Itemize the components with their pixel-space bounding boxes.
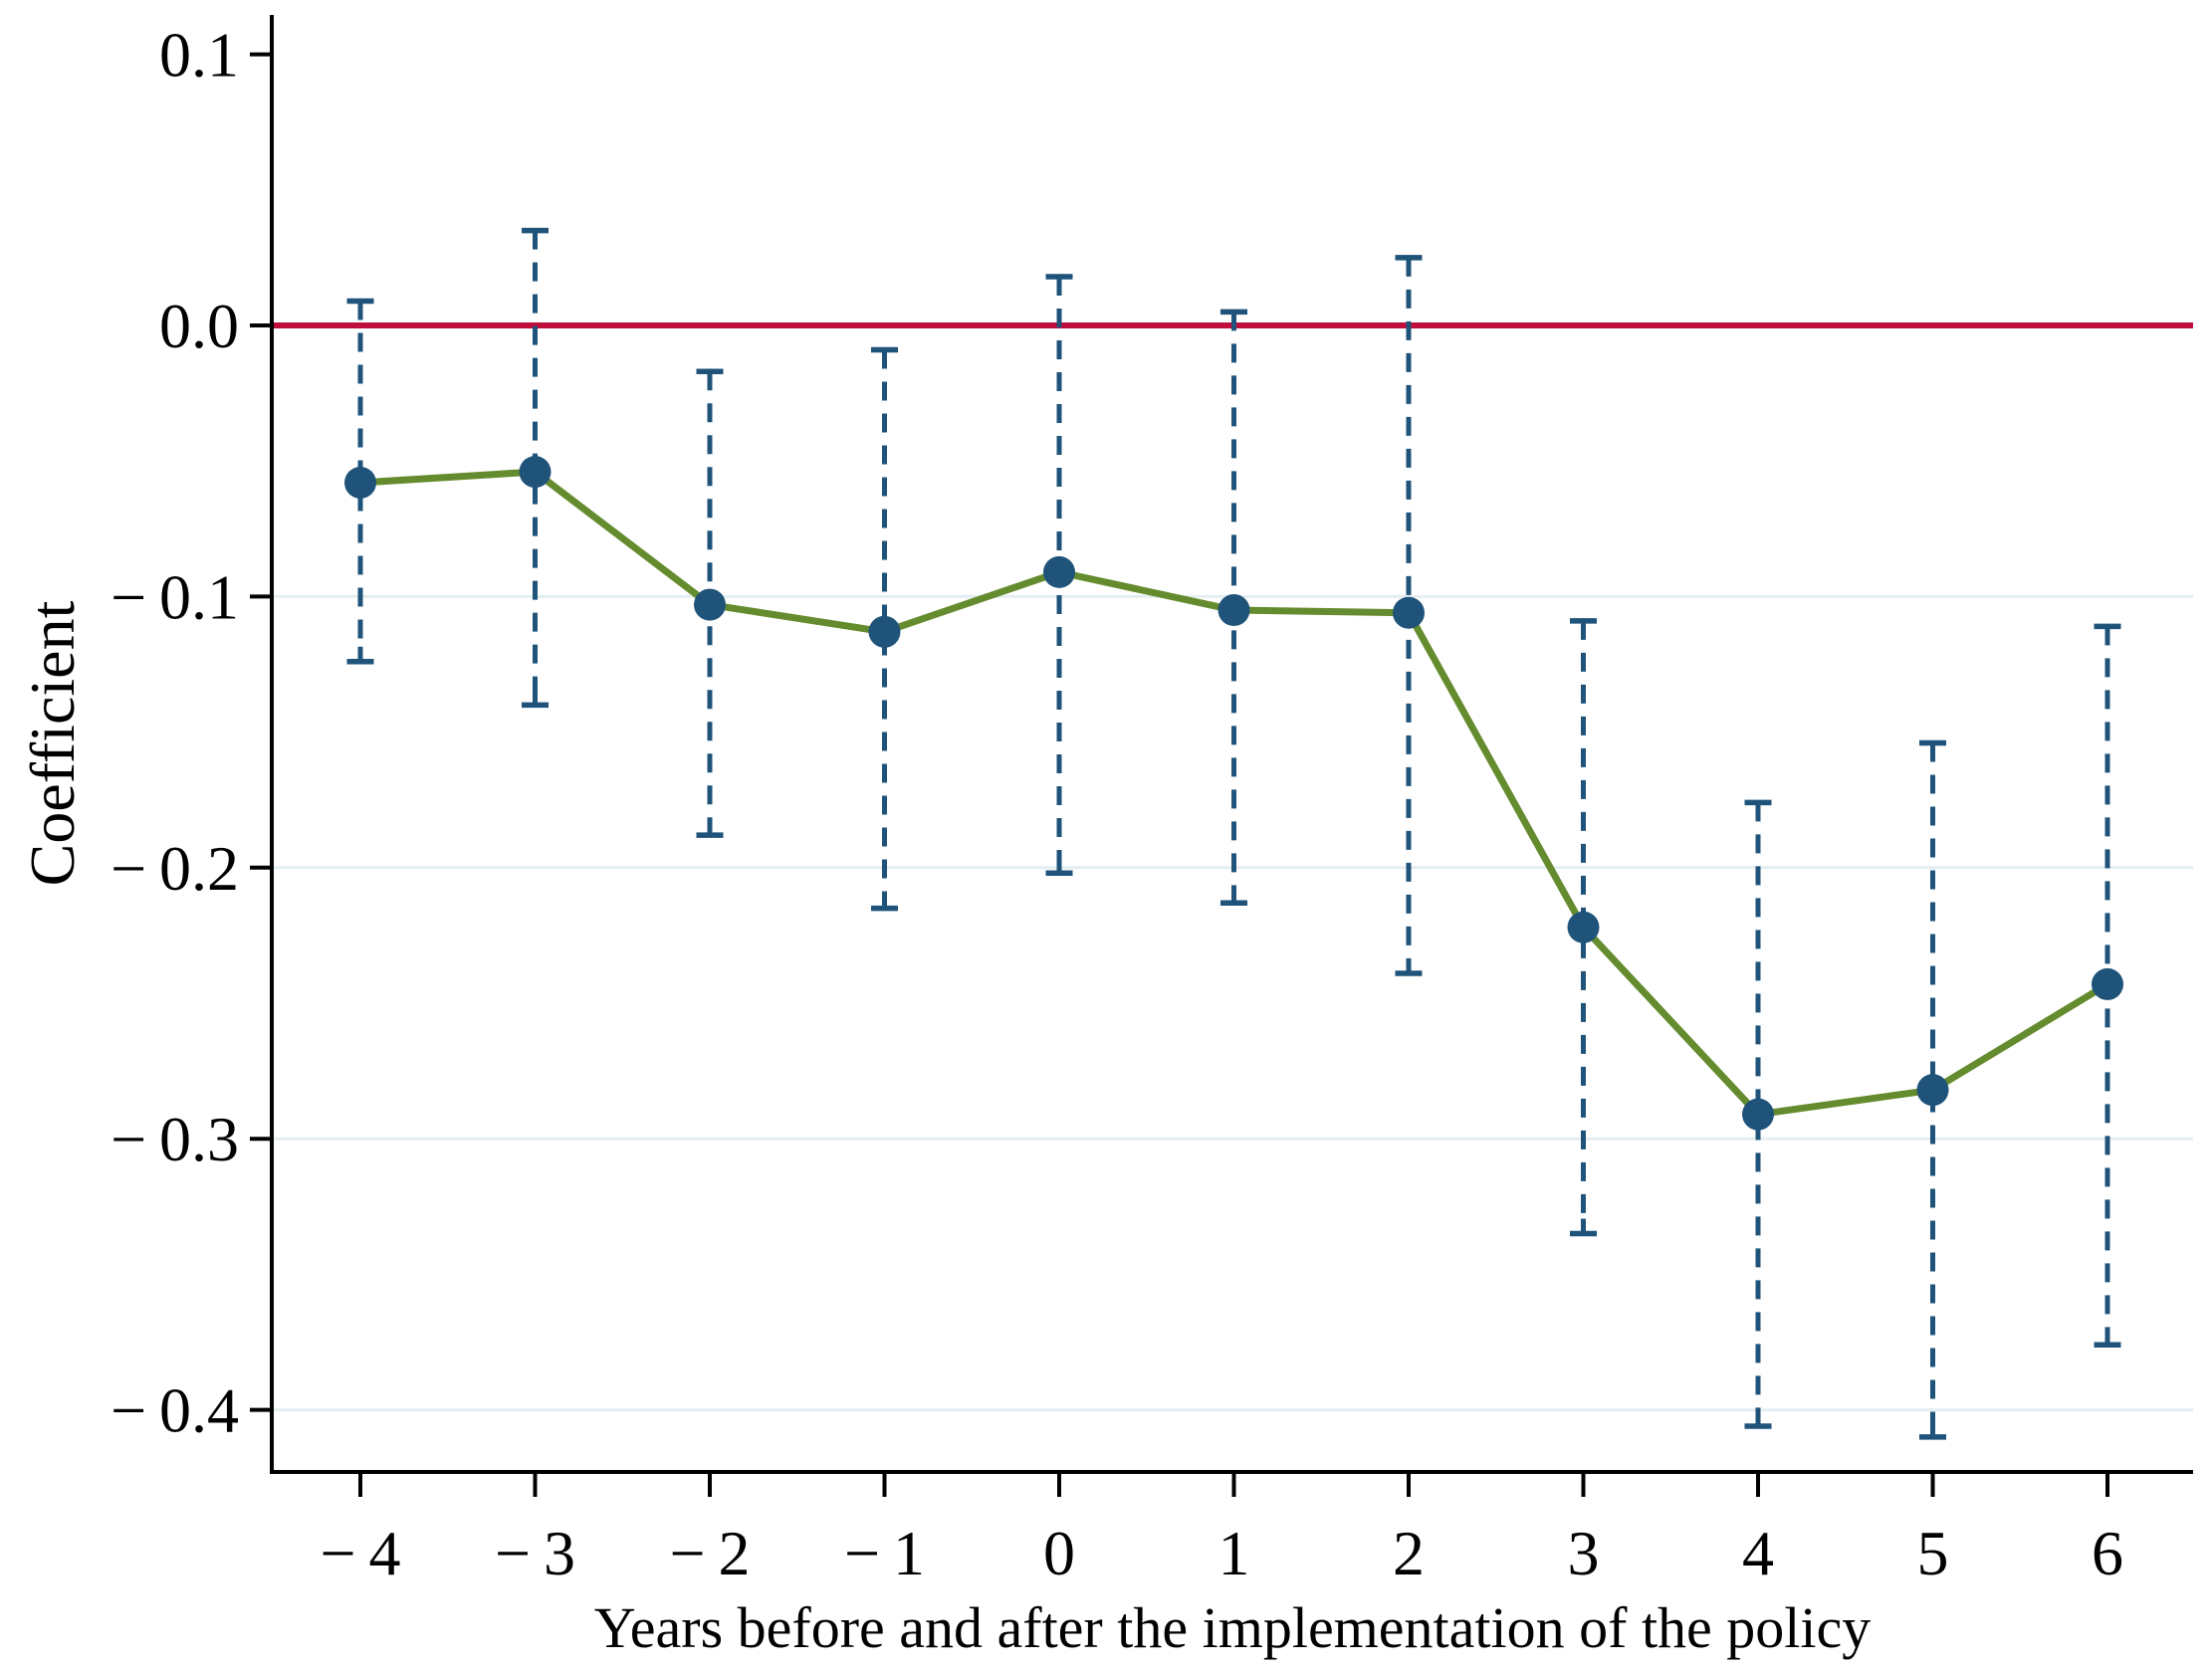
y-tick-label: − 0.2 — [111, 833, 239, 904]
y-tick-label: 0.1 — [159, 20, 239, 91]
data-point-marker — [2092, 967, 2123, 1000]
x-tick-label: 3 — [1568, 1518, 1600, 1588]
y-axis-ticks — [250, 52, 272, 1412]
ci-whisker — [346, 298, 374, 665]
x-tick-label: − 4 — [321, 1518, 401, 1588]
ci-whisker — [1919, 739, 1946, 1440]
x-tick-label: − 1 — [844, 1518, 925, 1588]
y-tick-label: − 0.1 — [111, 561, 239, 632]
x-tick-label: 4 — [1742, 1518, 1774, 1588]
data-point-marker — [1916, 1074, 1949, 1107]
ci-whisker — [1744, 799, 1772, 1429]
data-point-marker — [1393, 596, 1425, 629]
data-point-markers — [344, 456, 2123, 1131]
x-tick-label: − 2 — [670, 1518, 751, 1588]
x-axis-ticks — [358, 1472, 2109, 1497]
data-point-marker — [1742, 1098, 1774, 1131]
y-tick-label: 0.0 — [159, 291, 239, 361]
x-tick-label: 1 — [1218, 1518, 1250, 1588]
data-point-marker — [1043, 555, 1075, 588]
y-tick-label: − 0.3 — [111, 1104, 239, 1174]
x-tick-label: 2 — [1393, 1518, 1425, 1588]
ci-whisker — [871, 346, 898, 912]
data-point-marker — [519, 456, 552, 489]
x-tick-label: 0 — [1043, 1518, 1075, 1588]
y-axis-title: Coefficient — [17, 600, 88, 886]
x-tick-label: 6 — [2092, 1518, 2123, 1588]
data-point-marker — [694, 588, 726, 621]
data-point-marker — [1567, 911, 1600, 943]
data-point-marker — [344, 466, 376, 499]
data-point-marker — [868, 615, 901, 648]
y-tick-label: − 0.4 — [111, 1375, 239, 1446]
x-tick-label: 5 — [1917, 1518, 1949, 1588]
data-point-marker — [1217, 594, 1250, 627]
ci-whisker — [1570, 618, 1597, 1237]
axes — [270, 15, 2193, 1474]
x-axis-title: Years before and after the implementatio… — [594, 1595, 1872, 1660]
x-tick-label: − 3 — [495, 1518, 575, 1588]
